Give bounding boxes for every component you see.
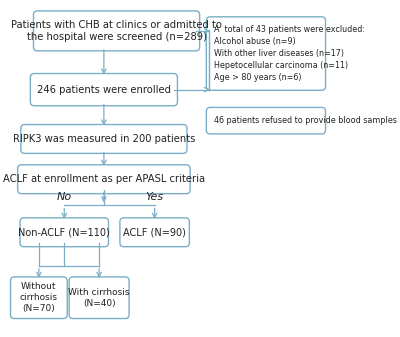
Text: Without
cirrhosis
(N=70): Without cirrhosis (N=70) (20, 282, 58, 313)
Text: With cirrhosis
(N=40): With cirrhosis (N=40) (68, 288, 130, 308)
Text: ACLF at enrollment as per APASL criteria: ACLF at enrollment as per APASL criteria (3, 174, 205, 184)
Text: A  total of 43 patients were excluded:
Alcohol abuse (n=9)
With other liver dise: A total of 43 patients were excluded: Al… (214, 26, 365, 82)
Text: Yes: Yes (146, 192, 164, 202)
FancyBboxPatch shape (34, 11, 200, 51)
Text: 246 patients were enrolled: 246 patients were enrolled (37, 85, 171, 95)
FancyBboxPatch shape (206, 108, 326, 134)
Text: Non-ACLF (N=110): Non-ACLF (N=110) (18, 227, 110, 237)
Text: ACLF (N=90): ACLF (N=90) (123, 227, 186, 237)
FancyBboxPatch shape (206, 17, 326, 90)
FancyBboxPatch shape (20, 218, 108, 247)
FancyBboxPatch shape (69, 277, 129, 318)
Text: 46 patients refused to provide blood samples: 46 patients refused to provide blood sam… (214, 116, 397, 125)
Text: No: No (57, 192, 72, 202)
FancyBboxPatch shape (18, 165, 190, 194)
FancyBboxPatch shape (10, 277, 67, 318)
FancyBboxPatch shape (120, 218, 189, 247)
Text: Patients with CHB at clinics or admitted to
the hospital were screened (n=289): Patients with CHB at clinics or admitted… (11, 20, 222, 42)
FancyBboxPatch shape (30, 73, 178, 106)
Text: RIPK3 was measured in 200 patients: RIPK3 was measured in 200 patients (13, 134, 195, 144)
FancyBboxPatch shape (21, 125, 187, 153)
